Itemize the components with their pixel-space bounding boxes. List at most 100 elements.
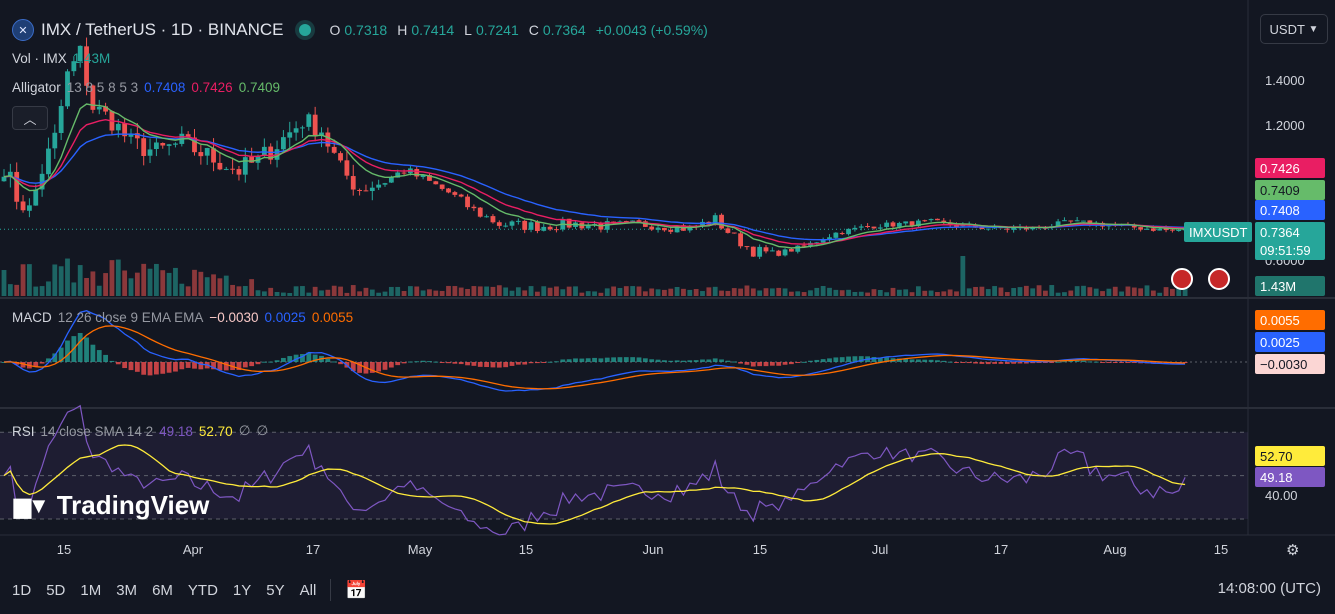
candle — [687, 225, 693, 231]
macd-hist-bar — [515, 362, 521, 365]
candle — [458, 194, 464, 197]
rsi-line — [3, 404, 1186, 536]
volume-legend[interactable]: Vol · IMX 1.43M — [12, 51, 111, 66]
macd-hist-bar — [1023, 362, 1029, 364]
macd-hist-bar — [503, 362, 509, 368]
timeframe-all[interactable]: All — [299, 581, 317, 599]
volume-bar — [706, 287, 712, 296]
volume-bar — [871, 289, 877, 296]
timeframe-ytd[interactable]: YTD — [187, 581, 218, 599]
volume-bar — [985, 289, 991, 296]
volume-bar — [319, 290, 324, 296]
macd-hist-bar — [452, 362, 458, 364]
candle — [230, 168, 235, 170]
macd-hist-bar — [560, 359, 566, 362]
timeframe-1d[interactable]: 1D — [12, 581, 32, 599]
volume-bar — [471, 286, 477, 296]
macd-hist-bar — [623, 357, 629, 362]
volume-bar — [477, 286, 483, 296]
macd-hist-bar — [369, 362, 375, 373]
macd-legend[interactable]: MACD 12 26 close 9 EMA EMA −0.0030 0.002… — [12, 310, 354, 325]
last-price-tag-bg — [1255, 222, 1325, 260]
macd-hist-bar — [598, 358, 604, 362]
macd-hist-bar — [46, 358, 51, 362]
candle — [39, 173, 45, 190]
alligator-legend[interactable]: Alligator 13 8 5 8 5 3 0.7408 0.7426 0.7… — [12, 80, 280, 95]
collapse-legend-button[interactable]: ︿ — [12, 106, 48, 130]
macd-hist-bar — [954, 362, 959, 363]
volume-bar — [1163, 287, 1169, 296]
date-range-calendar-icon[interactable]: 📅 — [345, 579, 368, 600]
volume-bar — [166, 272, 172, 296]
open-value: 0.7318 — [344, 22, 388, 38]
macd-hist-bar — [820, 359, 826, 362]
chevron-up-icon: ︿ — [23, 111, 37, 127]
settings-gear-icon[interactable]: ⚙ — [1286, 542, 1300, 559]
macd-hist-bar — [896, 358, 902, 362]
candle — [890, 222, 896, 227]
rsi-value: 49.18 — [159, 423, 193, 439]
volume-bar — [268, 287, 274, 296]
timeframe-3m[interactable]: 3M — [116, 581, 138, 599]
candle — [147, 149, 153, 156]
macd-hist-bar — [700, 359, 705, 362]
volume-bar — [547, 287, 553, 296]
us-flag-event-icon — [1208, 268, 1230, 290]
candle — [490, 216, 496, 223]
volume-bar — [503, 287, 509, 296]
candle — [820, 239, 826, 243]
utc-clock[interactable]: 14:08:00 (UTC) — [1217, 580, 1321, 597]
macd-hist-bar — [1081, 360, 1086, 362]
volume-bar — [281, 292, 286, 296]
tradingview-logo[interactable]: ▆▼ TradingView — [14, 490, 209, 521]
volume-bar — [566, 286, 572, 296]
timeframe-5y[interactable]: 5Y — [266, 581, 285, 599]
volume-bar — [623, 286, 629, 296]
macd-hist-bar — [846, 356, 851, 362]
macd-hist-bar — [33, 362, 39, 367]
alligator-lips-value: 0.7409 — [238, 80, 280, 95]
macd-hist-bar — [973, 362, 978, 364]
volume-bar — [46, 281, 51, 296]
macd-hist-bar — [1055, 361, 1061, 363]
time-tick-label: Apr — [183, 542, 204, 557]
candle — [725, 228, 731, 233]
volume-bar — [490, 286, 496, 296]
candle — [236, 169, 242, 175]
candle — [33, 189, 39, 206]
symbol-title[interactable]: IMX / TetherUS · 1D · BINANCE — [41, 20, 284, 39]
volume-bar — [414, 286, 420, 296]
timeframe-6m[interactable]: 6M — [152, 581, 173, 599]
macd-hist-bar — [757, 362, 763, 367]
macd-hist-bar — [1106, 362, 1112, 363]
candle — [255, 155, 261, 163]
macd-hist-bar — [192, 362, 197, 369]
time-tick-label: 15 — [753, 542, 767, 557]
macd-hist-bar — [528, 362, 534, 364]
candle — [985, 228, 991, 230]
volume-bar — [750, 288, 756, 296]
macd-hist-bar — [211, 362, 216, 370]
volume-bar — [808, 290, 813, 296]
candle — [77, 45, 83, 62]
timeframe-1m[interactable]: 1M — [80, 581, 102, 599]
volume-bar — [465, 289, 470, 296]
macd-hist-bar — [395, 362, 401, 366]
currency-select[interactable]: USDT ▼ — [1260, 14, 1328, 44]
volume-bar — [1, 270, 7, 296]
candle — [388, 177, 394, 183]
timeframe-1y[interactable]: 1Y — [232, 581, 252, 599]
timeframe-5d[interactable]: 5D — [46, 581, 66, 599]
volume-bar — [916, 286, 921, 296]
macd-hist-tag: −0.0030 — [1260, 357, 1307, 372]
chevron-down-icon: ▼ — [1308, 23, 1319, 35]
volume-bar — [484, 286, 489, 296]
candle — [1150, 228, 1156, 231]
rsi-legend[interactable]: RSI 14 close SMA 14 2 49.18 52.70 ∅ ∅ — [12, 423, 269, 439]
lips-price-tag: 0.7409 — [1260, 183, 1300, 198]
alligator-teeth-value: 0.7426 — [191, 80, 233, 95]
candle — [1011, 227, 1017, 230]
volume-bar — [198, 271, 204, 296]
volume-bar — [630, 286, 636, 296]
